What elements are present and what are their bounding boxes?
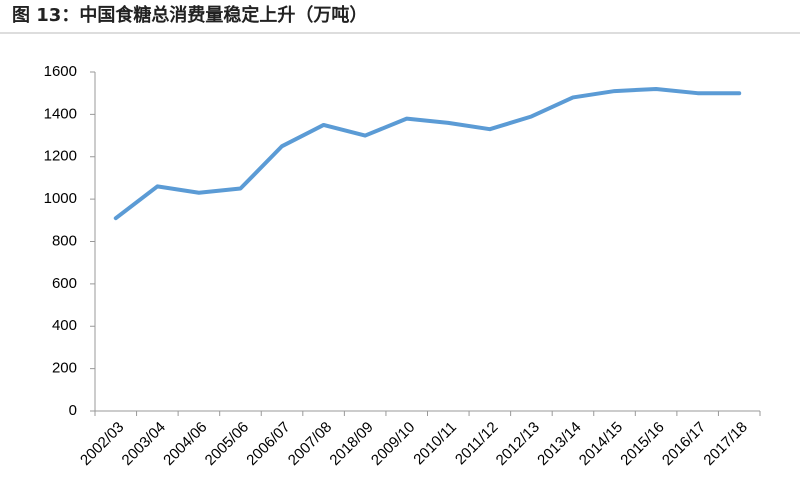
x-tick-label: 2009/10 xyxy=(368,419,418,469)
x-tick-label: 2005/06 xyxy=(202,419,252,469)
y-tick-label: 1400 xyxy=(44,105,77,122)
x-tick-label: 2007/08 xyxy=(285,419,335,469)
y-tick-label: 0 xyxy=(69,402,77,419)
x-tick-label: 2017/18 xyxy=(700,419,750,469)
y-tick-label: 1600 xyxy=(44,63,77,80)
x-tick-label: 2006/07 xyxy=(243,419,293,469)
x-tick-label: 2002/03 xyxy=(77,419,127,469)
chart-title: 图 13：中国食糖总消费量稳定上升（万吨） xyxy=(12,4,367,26)
x-tick-label: 2012/13 xyxy=(493,419,543,469)
data-line xyxy=(113,86,742,221)
y-tick-label: 600 xyxy=(52,275,77,292)
x-tick-label: 2004/06 xyxy=(160,419,210,469)
y-tick-label: 800 xyxy=(52,232,77,249)
y-tick-label: 200 xyxy=(52,360,77,377)
y-tick-label: 400 xyxy=(52,317,77,334)
x-tick-label: 2015/16 xyxy=(617,419,667,469)
y-tick-label: 1000 xyxy=(44,190,77,207)
x-tick-label: 2014/15 xyxy=(576,419,626,469)
x-tick-label: 2003/04 xyxy=(119,419,169,469)
x-tick-label: 2018/09 xyxy=(326,419,376,469)
x-tick-label: 2011/12 xyxy=(452,419,502,469)
y-tick-label: 1200 xyxy=(44,148,77,165)
x-tick-label: 2016/17 xyxy=(659,419,709,469)
x-tick-label: 2010/11 xyxy=(410,419,460,469)
x-tick-label: 2013/14 xyxy=(534,419,584,469)
